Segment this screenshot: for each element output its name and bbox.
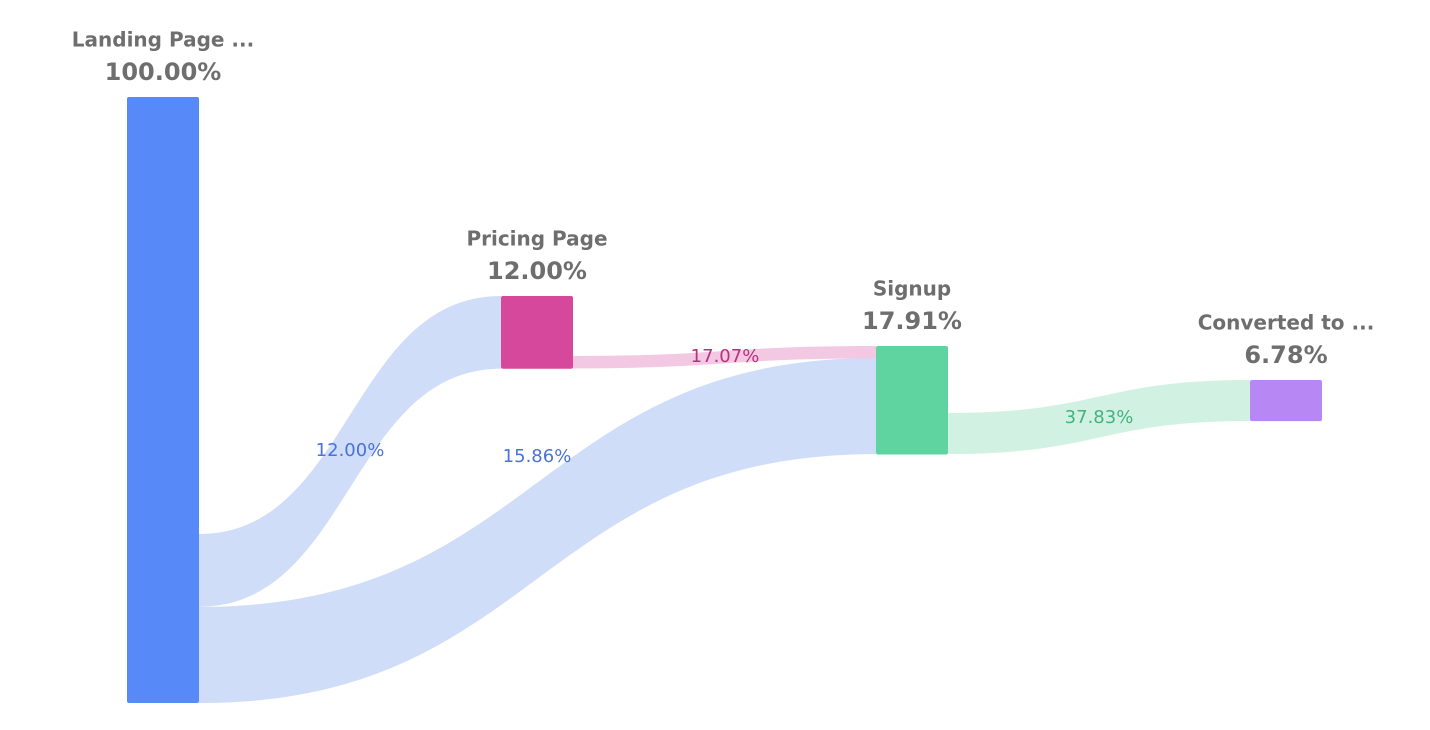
- node: [876, 346, 948, 455]
- link: [948, 380, 1250, 455]
- link-label: 17.07%: [691, 346, 760, 367]
- node-name: Landing Page ...: [72, 28, 254, 52]
- node-value: 17.91%: [862, 307, 962, 335]
- node-name: Converted to ...: [1198, 311, 1375, 335]
- node: [127, 97, 199, 703]
- node-value: 100.00%: [105, 58, 222, 86]
- link-label: 12.00%: [316, 440, 385, 461]
- node-name: Pricing Page: [466, 227, 607, 251]
- node-value: 12.00%: [487, 257, 587, 285]
- node: [501, 296, 573, 369]
- link-label: 15.86%: [503, 446, 572, 467]
- link: [199, 358, 876, 704]
- link: [573, 346, 876, 369]
- link: [199, 296, 501, 607]
- node-name: Signup: [873, 277, 951, 301]
- node-value: 6.78%: [1244, 341, 1327, 369]
- node: [1250, 380, 1322, 422]
- link-label: 37.83%: [1065, 407, 1134, 428]
